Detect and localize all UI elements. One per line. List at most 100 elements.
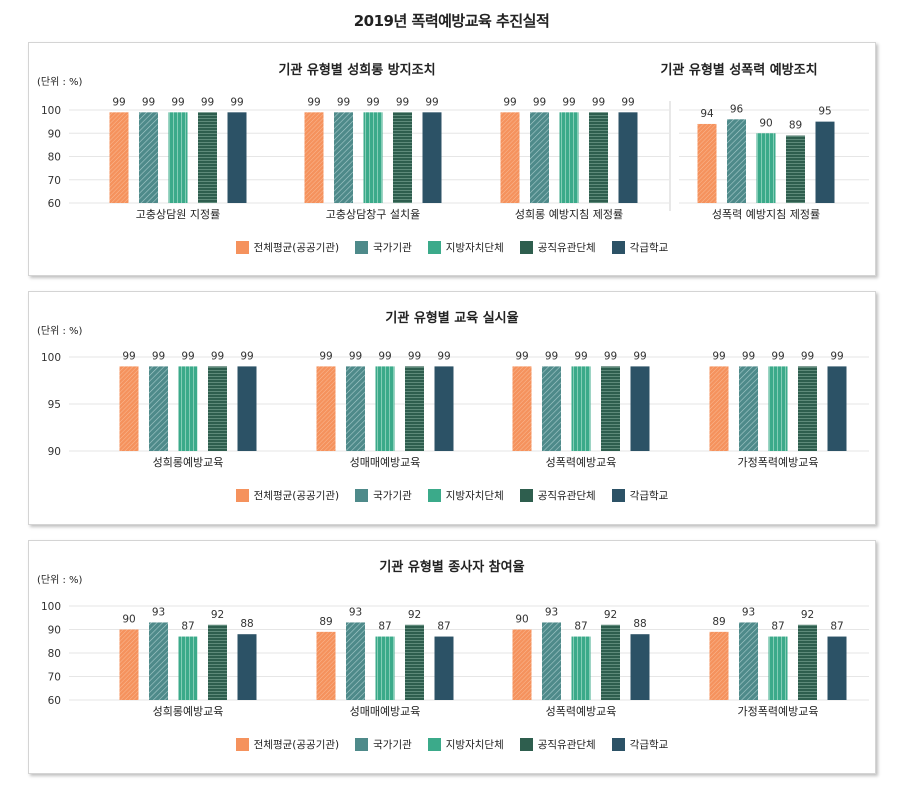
education-bar xyxy=(798,366,817,451)
participation-bar xyxy=(346,622,365,700)
violence-data-label: 95 xyxy=(818,106,831,118)
education-bar xyxy=(375,366,395,451)
participation-bar xyxy=(375,636,395,700)
education-bar xyxy=(827,366,847,451)
participation-data-label: 93 xyxy=(349,606,362,618)
education-data-label: 99 xyxy=(515,350,528,362)
harassment-bar xyxy=(227,112,247,203)
education-data-label: 99 xyxy=(240,350,253,362)
violence-bar xyxy=(786,135,805,203)
harassment-data-label: 99 xyxy=(533,96,546,108)
education-bar xyxy=(346,366,365,451)
participation-data-label: 87 xyxy=(437,621,450,633)
participation-data-label: 93 xyxy=(545,606,558,618)
harassment-data-label: 99 xyxy=(621,96,634,108)
legend-item: 지방자치단체 xyxy=(427,240,504,255)
participation-bar xyxy=(405,624,424,700)
legend-swatch xyxy=(427,241,441,254)
legend-swatch xyxy=(235,241,249,254)
participation-data-label: 93 xyxy=(742,606,755,618)
x-tick-label: 고충상담원 지정률 xyxy=(136,208,220,221)
education-bar xyxy=(149,366,168,451)
unit-label: (단위 : %) xyxy=(37,324,83,337)
harassment-data-label: 99 xyxy=(366,96,379,108)
participation-bar xyxy=(149,622,168,700)
legend: 전체평균(공공기관) 국가기관 지방자치단체 공직유관단체 각급학교 xyxy=(29,737,875,752)
participation-data-label: 89 xyxy=(319,616,332,628)
education-bar xyxy=(739,366,758,451)
legend-label: 전체평균(공공기관) xyxy=(253,242,340,254)
x-tick-label: 성폭력예방교육 xyxy=(546,705,617,718)
chart-harassment-prevention: (단위 : %) 60 70 80 90 100 기관 유형별 성희롱 방지조치 기관 유형별… xyxy=(37,62,869,221)
education-data-label: 99 xyxy=(211,350,224,362)
y-tick-label: 95 xyxy=(48,399,61,411)
education-bar xyxy=(208,366,227,451)
legend-label: 지방자치단체 xyxy=(445,242,504,254)
harassment-data-label: 99 xyxy=(562,96,575,108)
harassment-data-label: 99 xyxy=(425,96,438,108)
harassment-bar xyxy=(393,112,412,203)
harassment-bar xyxy=(530,112,549,203)
education-data-label: 99 xyxy=(604,350,617,362)
legend-label: 지방자치단체 xyxy=(445,490,504,502)
education-data-label: 99 xyxy=(349,350,362,362)
education-bar xyxy=(237,366,257,451)
harassment-data-label: 99 xyxy=(230,96,243,108)
participation-bar xyxy=(739,622,758,700)
participation-data-label: 90 xyxy=(515,614,528,626)
y-tick-label: 60 xyxy=(48,198,61,210)
participation-data-label: 89 xyxy=(712,616,725,628)
harassment-bar xyxy=(334,112,353,203)
legend-label: 각급학교 xyxy=(629,490,669,502)
violence-bar xyxy=(756,133,776,203)
participation-bar xyxy=(208,624,227,700)
legend-swatch xyxy=(519,241,533,254)
participation-data-label: 92 xyxy=(604,609,617,621)
legend-item: 지방자치단체 xyxy=(427,488,504,503)
y-tick-label: 90 xyxy=(48,625,61,637)
participation-bar xyxy=(178,636,198,700)
legend-item: 국가기관 xyxy=(355,737,412,752)
panel-education-rate: (단위 : %) 90 95 100 기관 유형별 교육 실시율 99 99 99 99 99 성희… xyxy=(28,291,876,525)
y-tick-label: 90 xyxy=(48,128,61,140)
participation-bar xyxy=(542,622,561,700)
education-data-label: 99 xyxy=(408,350,421,362)
violence-data-label: 94 xyxy=(700,108,714,120)
legend-label: 전체평균(공공기관) xyxy=(253,739,340,751)
education-bar xyxy=(316,366,336,451)
harassment-data-label: 99 xyxy=(592,96,605,108)
panel-participation-rate: (단위 : %) 60 70 80 90 100 기관 유형별 종사자 참여율 90 93 87 9… xyxy=(28,540,876,774)
education-data-label: 99 xyxy=(122,350,135,362)
harassment-bar xyxy=(618,112,638,203)
y-tick-label: 80 xyxy=(48,648,61,660)
harassment-bar xyxy=(304,112,324,203)
legend-item: 지방자치단체 xyxy=(427,737,504,752)
y-tick-label: 100 xyxy=(41,601,61,613)
legend-label: 국가기관 xyxy=(373,242,412,254)
harassment-data-label: 99 xyxy=(142,96,155,108)
x-tick-label: 성폭력예방교육 xyxy=(546,456,617,469)
y-tick-label: 70 xyxy=(48,175,61,187)
education-bar xyxy=(571,366,591,451)
legend-item: 각급학교 xyxy=(611,240,668,255)
education-bar xyxy=(709,366,729,451)
legend-item: 국가기관 xyxy=(355,240,412,255)
violence-data-label: 89 xyxy=(789,120,802,132)
x-tick-label: 성희롱 예방지침 제정률 xyxy=(515,208,623,221)
violence-bar xyxy=(727,119,746,203)
violence-bar xyxy=(697,123,717,203)
legend-swatch xyxy=(611,241,625,254)
education-bar xyxy=(601,366,620,451)
x-tick-label: 성매매예방교육 xyxy=(350,456,421,469)
legend-label: 공직유관단체 xyxy=(537,242,596,254)
harassment-bar xyxy=(422,112,442,203)
legend-label: 전체평균(공공기관) xyxy=(253,490,340,502)
harassment-bar xyxy=(500,112,520,203)
education-data-label: 99 xyxy=(742,350,755,362)
legend-item: 국가기관 xyxy=(355,488,412,503)
page-title: 2019년 폭력예방교육 추진실적 xyxy=(353,12,550,30)
harassment-data-label: 99 xyxy=(201,96,214,108)
harassment-bar xyxy=(363,112,383,203)
harassment-data-label: 99 xyxy=(112,96,125,108)
education-data-label: 99 xyxy=(181,350,194,362)
